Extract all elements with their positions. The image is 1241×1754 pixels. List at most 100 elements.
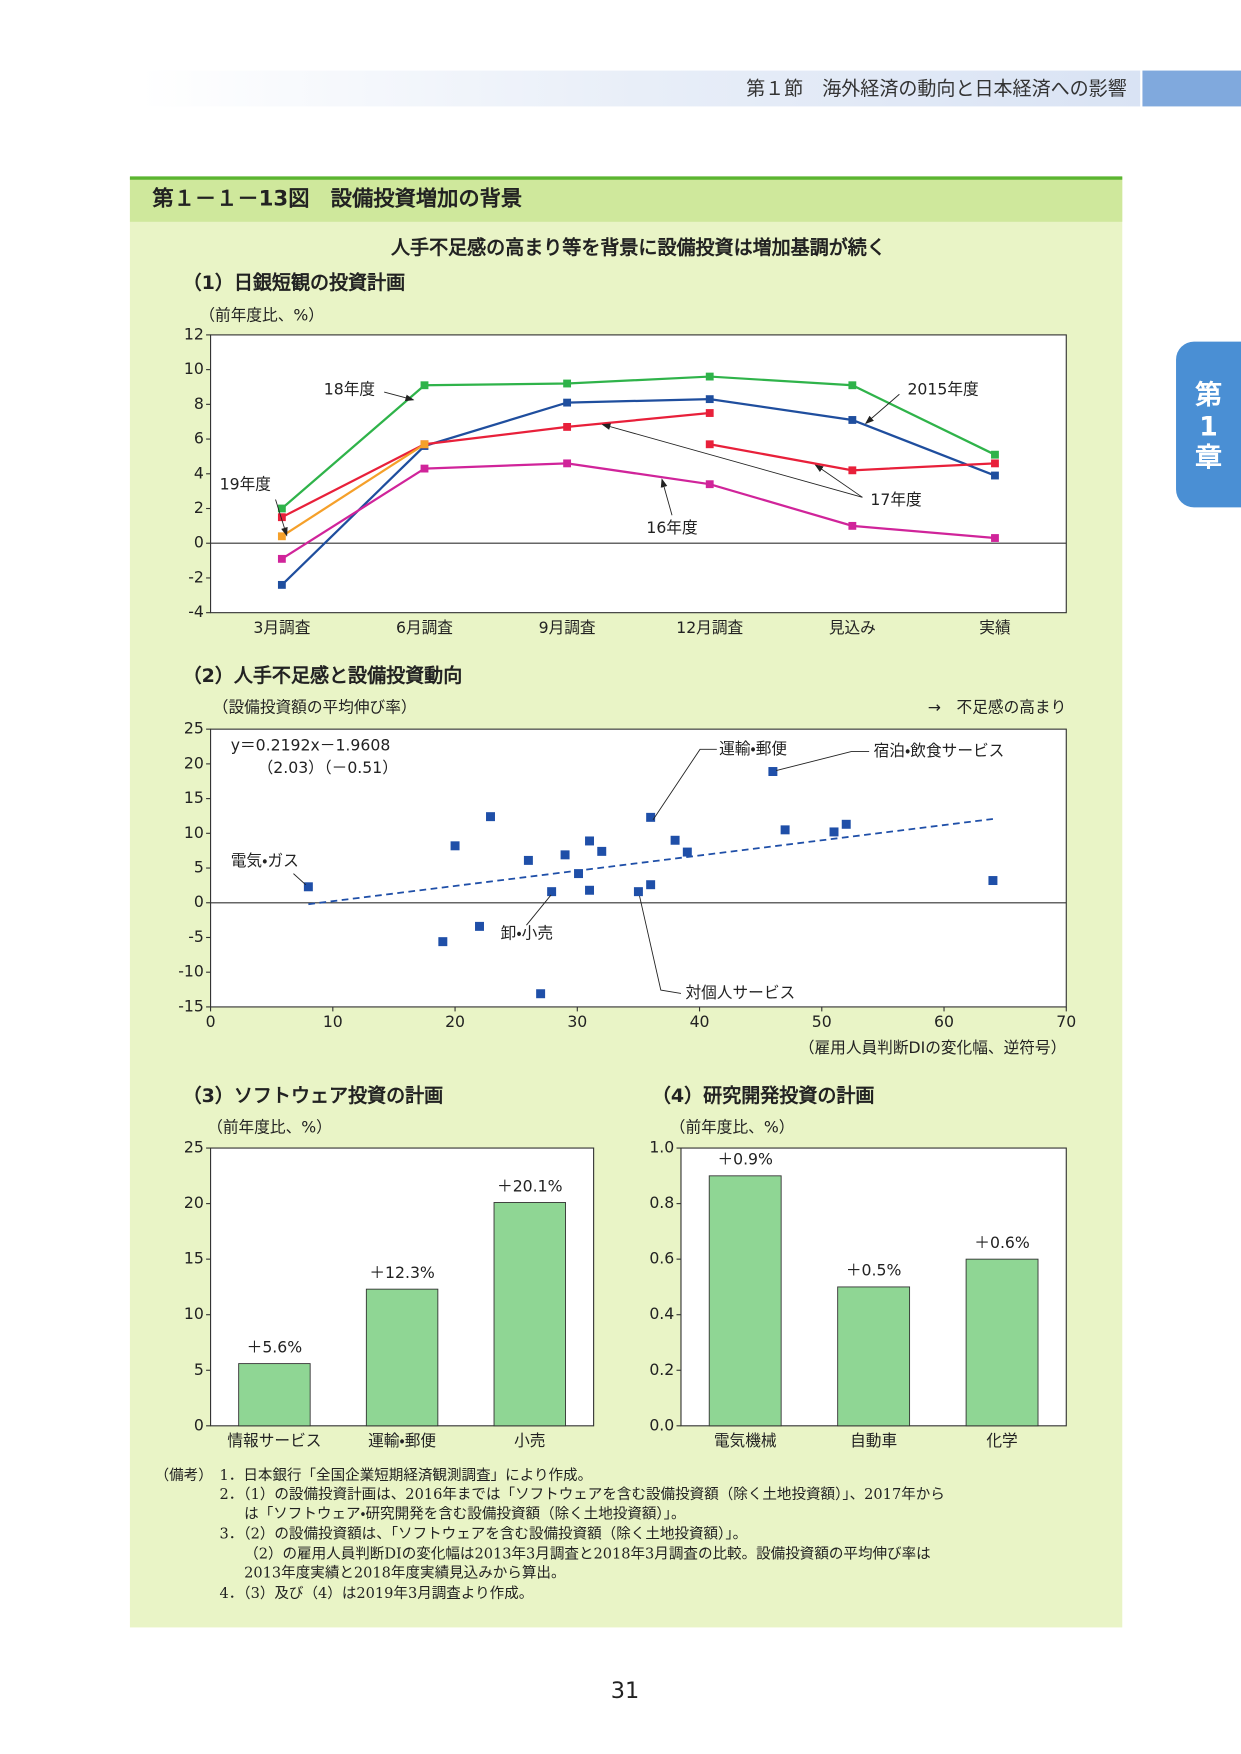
point <box>705 480 714 489</box>
point <box>563 379 572 388</box>
value-label: ＋0.6% <box>974 1233 1030 1252</box>
point <box>705 395 714 404</box>
notes-label: （備考） <box>155 1467 213 1484</box>
point <box>670 835 680 845</box>
y-tick-label: 6 <box>194 429 204 448</box>
point <box>597 846 607 856</box>
point <box>848 381 857 390</box>
point <box>585 885 595 895</box>
x-tick-label: 30 <box>567 1012 587 1031</box>
point <box>563 398 572 407</box>
chart-title: （1）日銀短観の投資計画 <box>183 271 406 294</box>
chart-title: （3）ソフトウェア投資の計画 <box>183 1084 444 1107</box>
y-tick-label: 0 <box>194 533 204 552</box>
value-label: ＋20.1% <box>497 1176 563 1195</box>
chapter-tab-text: 第 <box>1195 379 1222 411</box>
header-band <box>140 70 1141 107</box>
leader-line <box>526 894 552 926</box>
x-tick-label: 60 <box>934 1012 954 1031</box>
series-line <box>281 375 996 510</box>
bar <box>493 1202 566 1427</box>
point <box>633 887 643 897</box>
y-tick-label: 10 <box>184 823 204 842</box>
y-tick-label: 0.8 <box>649 1193 674 1212</box>
point <box>486 812 495 822</box>
y-tick-label: 5 <box>194 1360 204 1379</box>
x-tick-label: 50 <box>812 1012 832 1031</box>
leader-line <box>384 391 415 402</box>
note-line: は「ソフトウェア・研究開発を含む設備投資額（除く土地投資額）」。 <box>244 1505 685 1522</box>
point <box>277 504 286 513</box>
chart-title: （4）研究開発投資の計画 <box>652 1084 875 1107</box>
series-label: 2015年度 <box>907 379 979 398</box>
point <box>848 521 857 530</box>
y-tick-label: -5 <box>188 927 204 946</box>
point <box>991 534 999 542</box>
y-tick-label: 1.0 <box>649 1138 674 1157</box>
point <box>780 825 790 835</box>
x-tick-label: 自動車 <box>850 1431 897 1450</box>
x-tick-label: 実績 <box>979 618 1011 637</box>
series-line <box>281 462 996 560</box>
chapter-tab-text: 1 <box>1199 411 1218 442</box>
point <box>705 440 714 449</box>
point <box>536 989 546 999</box>
point <box>829 827 839 837</box>
axis-unit: （前年度比、%） <box>207 1117 332 1136</box>
y-tick-label: -2 <box>188 567 204 586</box>
point <box>420 381 429 390</box>
note-line: 1．日本銀行「全国企業短期経済観測調査」により作成。 <box>220 1467 593 1484</box>
y-tick-label: -10 <box>178 962 204 981</box>
point <box>523 855 533 865</box>
value-label: ＋5.6% <box>247 1337 303 1356</box>
series-line <box>281 411 710 519</box>
point <box>450 841 460 851</box>
point <box>420 464 429 473</box>
x-tick-label: 3月調査 <box>253 618 310 637</box>
y-tick-label: 25 <box>184 719 204 738</box>
value-label: ＋0.5% <box>846 1261 902 1280</box>
point <box>563 459 572 468</box>
y-tick-label: 0.2 <box>649 1360 674 1379</box>
point <box>574 869 584 879</box>
trend-equation: y＝0.2192x－1.9608 <box>231 735 391 754</box>
bar <box>365 1288 439 1427</box>
y-tick-label: 4 <box>194 463 204 482</box>
series-label: 17年度 <box>870 490 922 509</box>
x-tick-label: 9月調査 <box>539 618 596 637</box>
y-tick-label: 5 <box>194 858 204 877</box>
x-tick-label: 0 <box>206 1012 216 1031</box>
point <box>277 513 286 522</box>
x-tick-label: 10 <box>323 1012 343 1031</box>
point <box>705 409 714 417</box>
leader-line <box>660 478 673 516</box>
page-number: 31 <box>611 1678 640 1704</box>
plot-area <box>210 728 1067 1008</box>
bar <box>965 1258 1039 1427</box>
chapter-tab-text: 章 <box>1195 443 1222 474</box>
series-label: 18年度 <box>324 379 376 398</box>
point-label: 電気・ガス <box>231 851 299 870</box>
figure-title: 第１－１－13図 設備投資増加の背景 <box>152 185 522 211</box>
chart-title: （2）人手不足感と設備投資動向 <box>183 664 463 687</box>
axis-note: → 不足感の高まり <box>928 697 1067 716</box>
point <box>682 847 692 857</box>
leader-line <box>275 499 288 537</box>
leader-line <box>601 423 863 498</box>
axis-unit: （設備投資額の平均伸び率） <box>213 697 417 716</box>
point <box>563 422 572 431</box>
x-tick-label: 電気機械 <box>714 1431 777 1450</box>
header-block <box>1142 70 1241 107</box>
trend-t-values: （2.03）（－0.51） <box>258 758 398 777</box>
y-tick-label: 0 <box>194 1415 204 1434</box>
series-label: 16年度 <box>646 518 698 537</box>
x-tick-label: 化学 <box>986 1431 1017 1450</box>
value-label: ＋12.3% <box>369 1263 435 1282</box>
y-tick-label: 20 <box>184 1193 204 1212</box>
axis-unit: （前年度比、%） <box>199 305 324 324</box>
series-line <box>281 443 426 538</box>
axis-unit: （前年度比、%） <box>670 1117 795 1136</box>
y-tick-label: 2 <box>194 498 204 517</box>
y-tick-label: 10 <box>184 359 204 378</box>
note-line: 2．（1）の設備投資計画は、2016年までは「ソフトウェアを含む設備投資額（除く… <box>220 1486 945 1503</box>
